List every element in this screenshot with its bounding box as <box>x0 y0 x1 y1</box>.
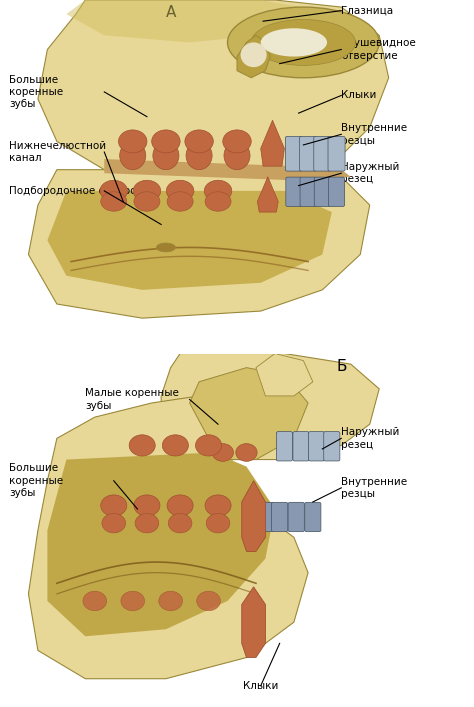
Text: Подбородочное отверстие: Подбородочное отверстие <box>9 186 155 196</box>
Ellipse shape <box>83 591 107 611</box>
Ellipse shape <box>121 591 145 611</box>
Ellipse shape <box>100 192 127 211</box>
Ellipse shape <box>185 130 213 153</box>
Text: Клыки: Клыки <box>341 90 377 100</box>
Polygon shape <box>237 35 270 78</box>
FancyBboxPatch shape <box>300 136 317 171</box>
Ellipse shape <box>228 7 379 78</box>
Text: Большие
коренные
зубы: Большие коренные зубы <box>9 463 64 498</box>
Ellipse shape <box>162 435 188 456</box>
Ellipse shape <box>118 130 147 153</box>
Ellipse shape <box>223 130 251 153</box>
FancyBboxPatch shape <box>257 502 273 532</box>
Ellipse shape <box>152 130 180 153</box>
Ellipse shape <box>195 435 221 456</box>
Text: Наружный
резец: Наружный резец <box>341 162 400 185</box>
Polygon shape <box>261 120 284 166</box>
Text: Внутренние
резцы: Внутренние резцы <box>341 477 408 499</box>
Ellipse shape <box>205 192 231 211</box>
FancyBboxPatch shape <box>293 431 309 461</box>
Ellipse shape <box>133 180 161 201</box>
Polygon shape <box>28 170 370 318</box>
FancyBboxPatch shape <box>314 177 330 206</box>
FancyBboxPatch shape <box>286 177 302 206</box>
FancyBboxPatch shape <box>272 502 288 532</box>
Polygon shape <box>161 354 379 460</box>
Ellipse shape <box>212 444 233 462</box>
Polygon shape <box>66 0 322 42</box>
Text: Наружный
резец: Наружный резец <box>341 427 400 450</box>
Polygon shape <box>242 481 265 551</box>
Text: А: А <box>165 5 176 21</box>
Ellipse shape <box>168 513 192 533</box>
Polygon shape <box>47 452 275 636</box>
Ellipse shape <box>100 180 128 201</box>
FancyBboxPatch shape <box>276 431 292 461</box>
Text: Глазница: Глазница <box>341 6 393 16</box>
FancyBboxPatch shape <box>314 136 331 171</box>
FancyBboxPatch shape <box>328 136 345 171</box>
Ellipse shape <box>167 192 193 211</box>
FancyBboxPatch shape <box>309 431 325 461</box>
FancyBboxPatch shape <box>300 177 316 206</box>
Polygon shape <box>47 191 332 290</box>
FancyBboxPatch shape <box>305 502 321 532</box>
Ellipse shape <box>204 180 232 201</box>
FancyBboxPatch shape <box>328 177 345 206</box>
Text: Б: Б <box>336 359 346 374</box>
Polygon shape <box>104 159 351 180</box>
Ellipse shape <box>251 20 356 66</box>
Polygon shape <box>242 587 265 658</box>
Ellipse shape <box>156 243 175 252</box>
Ellipse shape <box>186 141 212 170</box>
Ellipse shape <box>153 141 179 170</box>
Text: Нижнечелюстной
канал: Нижнечелюстной канал <box>9 141 107 163</box>
Ellipse shape <box>205 495 231 516</box>
Polygon shape <box>190 368 308 460</box>
Text: Внутренние
резцы: Внутренние резцы <box>341 123 408 146</box>
Polygon shape <box>256 354 313 396</box>
Ellipse shape <box>261 28 327 57</box>
Ellipse shape <box>134 192 160 211</box>
Polygon shape <box>38 0 389 177</box>
Ellipse shape <box>167 495 193 516</box>
Ellipse shape <box>102 513 126 533</box>
Ellipse shape <box>159 591 182 611</box>
FancyBboxPatch shape <box>288 502 304 532</box>
Text: Малые коренные
зубы: Малые коренные зубы <box>85 388 179 411</box>
Ellipse shape <box>134 495 160 516</box>
FancyBboxPatch shape <box>285 136 302 171</box>
Ellipse shape <box>135 513 159 533</box>
Polygon shape <box>28 389 308 679</box>
Text: Большие
коренные
зубы: Большие коренные зубы <box>9 74 64 110</box>
Ellipse shape <box>100 495 127 516</box>
Ellipse shape <box>119 141 146 170</box>
Polygon shape <box>257 177 278 212</box>
Ellipse shape <box>166 180 194 201</box>
Ellipse shape <box>197 591 220 611</box>
Ellipse shape <box>240 42 266 67</box>
Ellipse shape <box>224 141 250 170</box>
Ellipse shape <box>236 444 257 462</box>
Text: Грушевидное
отверстие: Грушевидное отверстие <box>341 38 416 61</box>
Ellipse shape <box>206 513 230 533</box>
FancyBboxPatch shape <box>324 431 340 461</box>
Text: Клыки: Клыки <box>243 681 278 691</box>
Ellipse shape <box>129 435 155 456</box>
